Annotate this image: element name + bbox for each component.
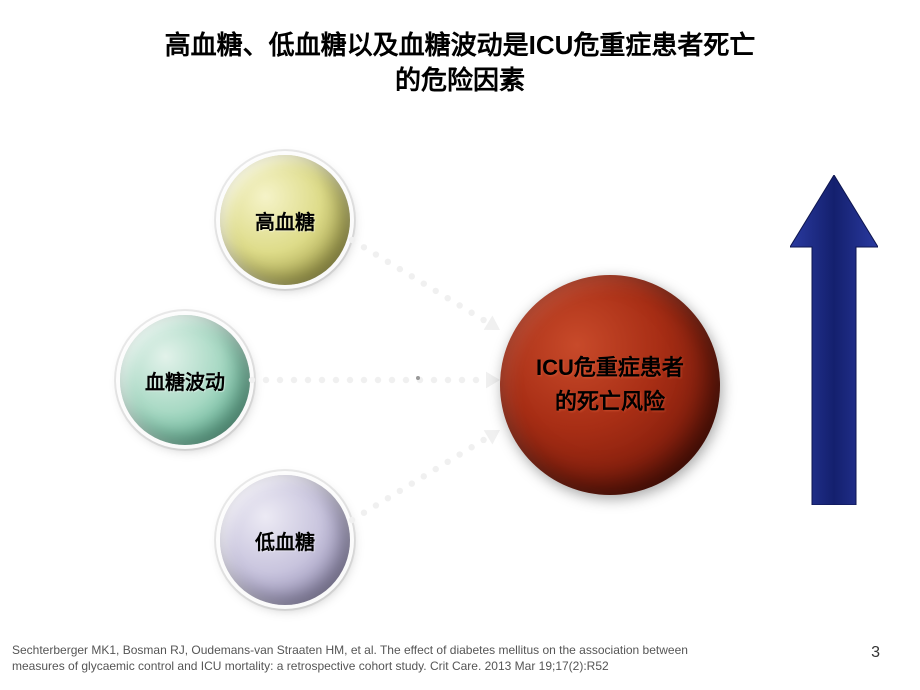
citation-text: Sechterberger MK1, Bosman RJ, Oudemans-v… — [12, 642, 692, 674]
page-number: 3 — [871, 644, 880, 662]
sphere-variability-label: 血糖波动 — [145, 366, 225, 395]
up-arrow-icon — [790, 175, 878, 505]
title-line1: 高血糖、低血糖以及血糖波动是ICU危重症患者死亡 — [165, 30, 756, 60]
mortality-label-line1: ICU危重症患者 — [536, 355, 684, 380]
center-dot-icon — [416, 376, 420, 380]
mortality-label: ICU危重症患者 的死亡风险 — [536, 351, 684, 419]
sphere-hypoglycemia: 低血糖 — [220, 475, 350, 605]
sphere-mortality-risk: ICU危重症患者 的死亡风险 — [500, 275, 720, 495]
title-line2: 的危险因素 — [395, 65, 525, 95]
sphere-glycemic-variability: 血糖波动 — [120, 315, 250, 445]
sphere-hypoglycemia-label: 低血糖 — [255, 526, 315, 555]
sphere-hyperglycemia: 高血糖 — [220, 155, 350, 285]
slide-title: 高血糖、低血糖以及血糖波动是ICU危重症患者死亡 的危险因素 — [0, 28, 920, 98]
mortality-label-line2: 的死亡风险 — [555, 389, 665, 414]
sphere-hyperglycemia-label: 高血糖 — [255, 206, 315, 235]
